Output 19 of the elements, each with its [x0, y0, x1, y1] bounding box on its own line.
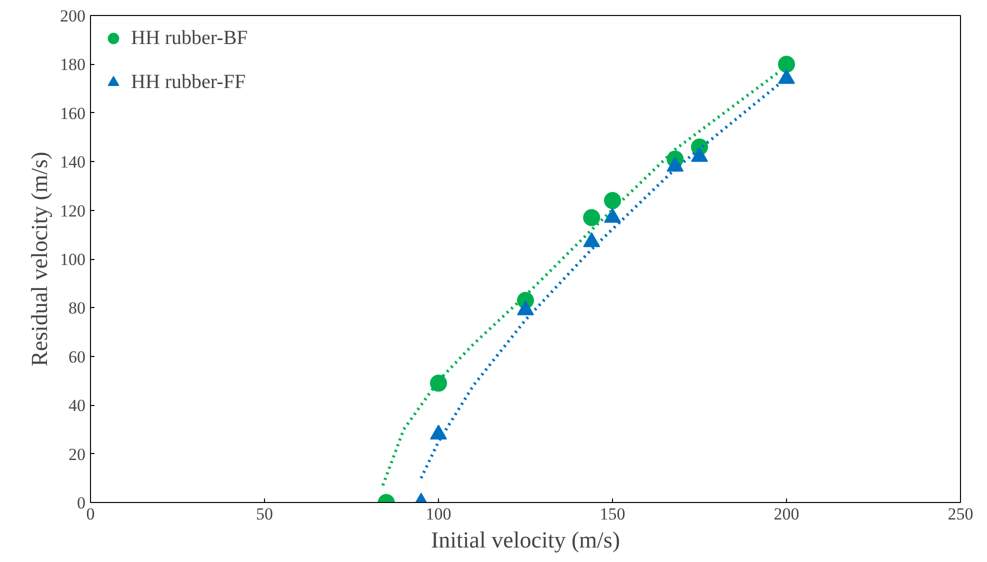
y-tick-label: 200	[60, 6, 86, 26]
legend-label: HH rubber-FF	[131, 70, 246, 94]
x-axis-title: Initial velocity (m/s)	[430, 528, 620, 552]
y-tick-label: 140	[60, 152, 86, 172]
y-tick-label: 180	[60, 55, 86, 74]
y-axis-title: Residual velocity (m/s)	[27, 152, 52, 366]
y-tick-label: 160	[60, 104, 86, 123]
x-tick-label: 250	[948, 504, 974, 524]
y-tick-label: 80	[68, 298, 86, 318]
x-tick-label: 50	[256, 504, 273, 524]
y-tick-label: 20	[68, 444, 86, 464]
y-tick-label: 120	[60, 201, 86, 220]
legend-label: HH rubber-BF	[131, 26, 248, 50]
y-tick-label: 60	[68, 347, 86, 366]
y-tick-label: 40	[68, 396, 86, 416]
x-tick-label: 200	[774, 504, 800, 524]
x-tick-label: 100	[426, 504, 452, 524]
x-tick-label: 150	[600, 504, 626, 524]
y-tick-label: 100	[60, 250, 86, 269]
